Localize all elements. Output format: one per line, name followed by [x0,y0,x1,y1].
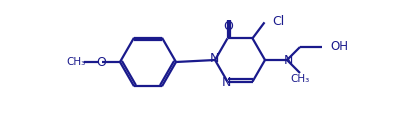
Text: N: N [209,53,219,66]
Text: O: O [96,55,106,69]
Text: O: O [224,20,233,33]
Text: OH: OH [330,39,348,53]
Text: Cl: Cl [273,15,285,28]
Text: N: N [222,76,231,89]
Text: CH₃: CH₃ [290,74,310,84]
Text: CH₃: CH₃ [67,57,86,67]
Text: N: N [284,54,293,66]
